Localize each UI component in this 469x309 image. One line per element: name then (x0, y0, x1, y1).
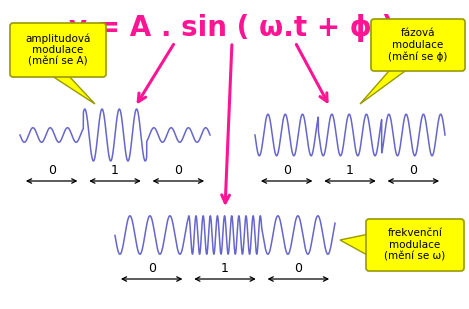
FancyBboxPatch shape (10, 23, 106, 77)
Text: 0: 0 (295, 263, 303, 276)
Polygon shape (340, 234, 369, 256)
FancyBboxPatch shape (366, 219, 464, 271)
Text: y = A . sin ( ω.t + ϕ ): y = A . sin ( ω.t + ϕ ) (69, 14, 394, 42)
Text: 0: 0 (148, 263, 156, 276)
Text: 0: 0 (174, 164, 182, 177)
Text: 0: 0 (283, 164, 291, 177)
FancyBboxPatch shape (371, 19, 465, 71)
Polygon shape (49, 74, 95, 104)
Text: fázová
modulace
(mění se ϕ): fázová modulace (mění se ϕ) (388, 28, 448, 62)
Text: frekvenční
modulace
(mění se ω): frekvenční modulace (mění se ω) (385, 228, 446, 262)
Text: 1: 1 (221, 263, 229, 276)
Text: amplitudová
modulace
(mění se A): amplitudová modulace (mění se A) (25, 33, 91, 67)
Text: 0: 0 (409, 164, 417, 177)
Text: 1: 1 (111, 164, 119, 177)
Text: 1: 1 (346, 164, 354, 177)
Polygon shape (360, 68, 409, 104)
Text: 0: 0 (48, 164, 56, 177)
